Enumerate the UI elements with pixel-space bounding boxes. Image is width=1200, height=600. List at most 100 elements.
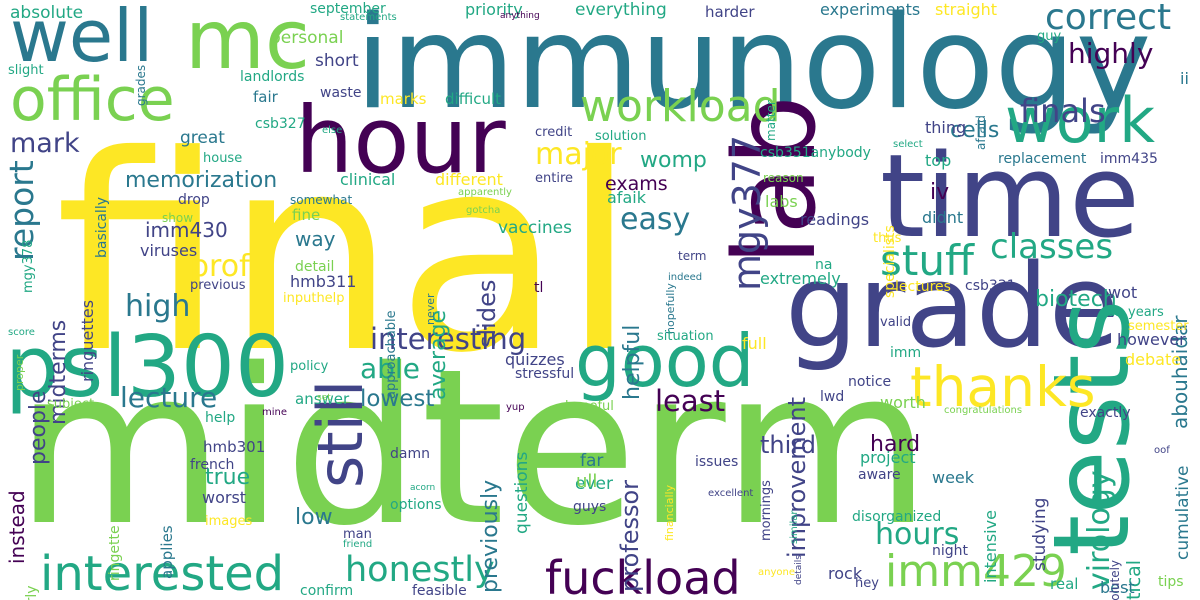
word-applies: applies — [158, 525, 176, 579]
word-somewhat: somewhat — [290, 193, 353, 207]
word-aware: aware — [858, 467, 901, 483]
word-basically: basically — [94, 197, 110, 258]
word-mark: mark — [10, 128, 80, 159]
word-worst: worst — [202, 488, 247, 507]
word-disorganized: disorganized — [852, 509, 942, 525]
word-confirm: confirm — [300, 583, 354, 599]
word-least: least — [655, 384, 726, 418]
word-grade: grade — [785, 240, 1120, 374]
word-different: different — [435, 170, 503, 189]
word-cumulative: cumulative — [1173, 465, 1193, 560]
word-classes: classes — [990, 227, 1114, 267]
word-acorn: acorn — [410, 483, 436, 493]
word-experiments: experiments — [820, 0, 921, 19]
word-specialists: specialists — [882, 225, 898, 298]
word-imm430: imm430 — [145, 218, 228, 242]
word-select: select — [893, 139, 923, 150]
word-top: top — [925, 151, 952, 170]
word-honestly: honestly — [345, 550, 495, 590]
word-mc: mc — [185, 0, 310, 88]
word-drop: drop — [178, 192, 210, 208]
word-dr: dr — [1107, 305, 1121, 320]
word-debate: debate — [1125, 350, 1182, 369]
word-replacement: replacement — [998, 151, 1087, 167]
word-highly: highly — [1068, 37, 1154, 70]
word-quizzes: quizzes — [505, 350, 565, 369]
word-good: good — [575, 319, 755, 403]
word-hour: hour — [295, 87, 506, 194]
word-midterm: midterm — [15, 322, 932, 573]
word-well: well — [10, 0, 154, 78]
word-thus: thus — [873, 231, 902, 246]
word-inputhelp: inputhelp — [283, 291, 345, 306]
word-anything: anything — [500, 11, 540, 21]
word-lectures: lectures — [895, 279, 951, 295]
word-damn: damn — [390, 446, 430, 462]
word-policy: policy — [290, 359, 329, 374]
word-feasible: feasible — [412, 583, 467, 599]
word-finals: finals — [1020, 92, 1106, 130]
word-far: far — [580, 451, 604, 471]
word-else: else — [322, 125, 343, 136]
word-labs: labs — [765, 192, 798, 211]
word-house: house — [203, 151, 243, 166]
word-detail: detail — [295, 259, 335, 275]
word-csb351anybody: csb351anybody — [760, 145, 871, 161]
word-issues: issues — [695, 454, 739, 470]
word-mornings: mornings — [759, 480, 774, 541]
word-extremely: extremely — [760, 269, 841, 288]
word-afraid: afraid — [974, 115, 988, 150]
word-na: na — [815, 257, 833, 273]
word-semester: semester — [1128, 319, 1189, 334]
word-thanks: thanks — [910, 355, 1096, 419]
word-set: set — [317, 393, 331, 403]
word-guy: guy — [1037, 29, 1062, 44]
word-gotcha: gotcha — [466, 205, 501, 216]
word-high: high — [125, 289, 191, 324]
word-particularly: particularly — [24, 585, 40, 600]
word-biotech: biotech — [1035, 287, 1117, 312]
word-fine: fine — [292, 206, 321, 224]
word-hey: hey — [855, 576, 879, 591]
word-previously: previously — [478, 480, 503, 594]
word-worth: worth — [880, 393, 926, 412]
word-valid: valid — [880, 315, 912, 330]
word-fuckload: fuckload — [545, 551, 741, 600]
word-fair: fair — [253, 88, 278, 106]
word-apparently: apparently — [458, 187, 512, 198]
word-ever: ever — [575, 474, 613, 494]
word-great: great — [180, 128, 225, 148]
word-subject: subject — [47, 397, 95, 412]
word-excellent: excellent — [708, 488, 754, 499]
word-studying: studying — [1030, 498, 1050, 572]
word-ringette: ringette — [107, 525, 123, 581]
word-csb331: csb331 — [965, 278, 1016, 294]
word-interesting: interesting — [370, 322, 527, 356]
word-ringuettes: ringuettes — [78, 300, 97, 383]
word-prof: prof — [190, 249, 250, 284]
word-true: true — [205, 465, 251, 490]
word-however: however — [1117, 330, 1186, 349]
word-images: images — [205, 514, 253, 529]
word-grades: grades — [134, 65, 148, 107]
word-years: years — [1128, 305, 1164, 320]
word-lwd: lwd — [820, 389, 845, 405]
word-project: project — [860, 448, 916, 467]
word-third: third — [760, 431, 816, 459]
word-tl: tl — [534, 280, 544, 296]
word-readings: readings — [800, 210, 870, 229]
word-matter: matter — [764, 100, 778, 141]
word-lowest: lowest — [360, 386, 435, 412]
word-yup: yup — [506, 402, 525, 413]
word-hopeful: hopeful — [565, 399, 614, 414]
word-viruses: viruses — [140, 241, 198, 260]
word-proper: proper — [13, 355, 26, 392]
word-vaccines: vaccines — [498, 218, 572, 238]
word-rock: rock — [828, 564, 863, 583]
word-real: real — [1050, 575, 1079, 593]
word-afaik: afaik — [607, 188, 646, 207]
word-hmb301: hmb301 — [203, 438, 266, 456]
word-professor: professor — [616, 480, 644, 593]
word-work: work — [1005, 84, 1156, 157]
word-cells: cells — [950, 118, 1000, 143]
